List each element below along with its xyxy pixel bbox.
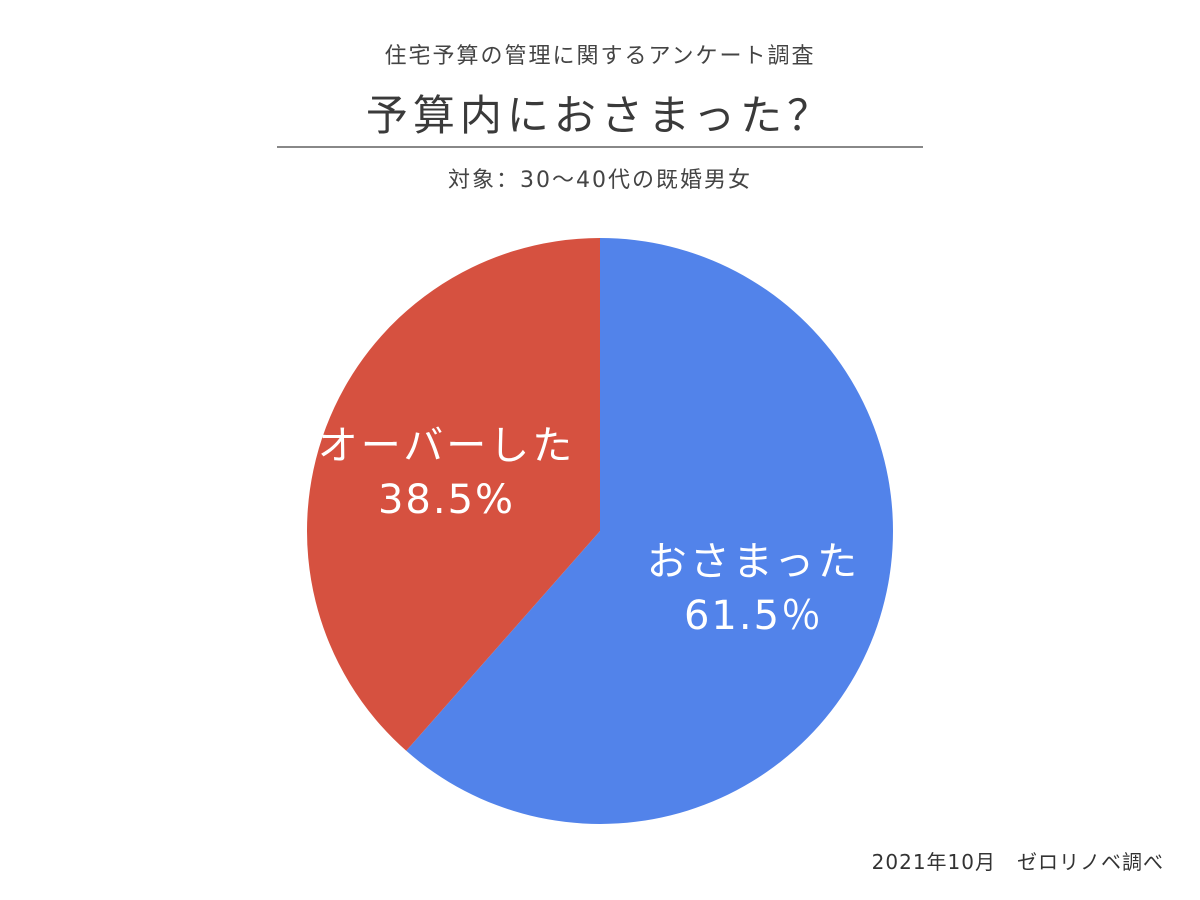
source-note: 2021年10月 ゼロリノベ調べ: [871, 850, 1164, 874]
title-divider: [277, 146, 923, 148]
slice-label-0: おさまった: [647, 539, 860, 585]
pie-slice-0: [406, 238, 893, 824]
pie-labels: おさまった 61.5％ オーバーした 38.5%: [318, 423, 860, 639]
slice-value-label-1: 38.5%: [378, 477, 515, 523]
pie-slices: [306, 237, 893, 824]
survey-title: 住宅予算の管理に関するアンケート調査: [384, 44, 816, 69]
slice-label-1: オーバーした: [318, 423, 576, 469]
chart-title: 予算内におさまった？: [365, 91, 835, 140]
pie-slice-1: [306, 237, 600, 751]
slice-value-label-0: 61.5％: [684, 593, 823, 639]
chart-subtitle: 対象：30〜40代の既婚男女: [448, 168, 752, 193]
